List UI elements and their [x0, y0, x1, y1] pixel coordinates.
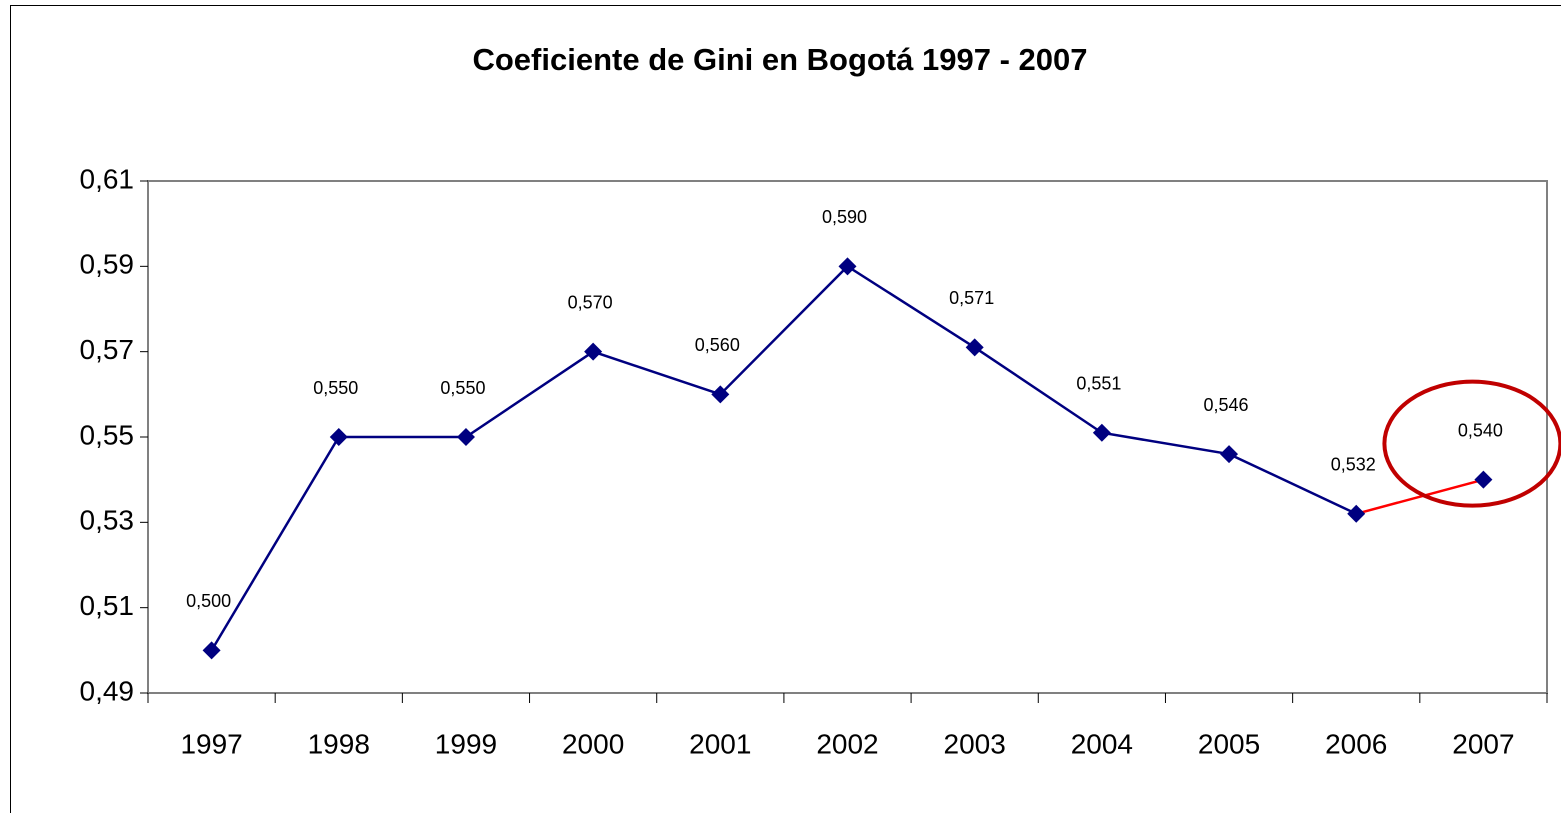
y-tick-label: 0,61: [80, 163, 135, 194]
highlight-circle: [1382, 379, 1561, 508]
y-tick-label: 0,51: [80, 590, 135, 621]
marker: [1092, 423, 1111, 442]
x-tick-label: 2002: [816, 728, 878, 759]
marker: [202, 641, 221, 660]
x-tick-label: 1997: [180, 728, 242, 759]
marker: [584, 342, 603, 361]
data-label: 0,570: [568, 292, 613, 312]
x-tick-label: 2003: [944, 728, 1006, 759]
marker: [1347, 504, 1366, 523]
y-tick-label: 0,57: [80, 334, 135, 365]
data-label: 0,550: [440, 378, 485, 398]
data-label: 0,571: [949, 288, 994, 308]
data-label: 0,551: [1076, 373, 1121, 393]
x-tick-label: 2006: [1325, 728, 1387, 759]
data-label: 0,590: [822, 207, 867, 227]
data-label: 0,560: [695, 335, 740, 355]
x-tick-label: 2001: [689, 728, 751, 759]
y-tick-label: 0,59: [80, 249, 135, 280]
x-tick-label: 2000: [562, 728, 624, 759]
chart-title: Coeficiente de Gini en Bogotá 1997 - 200…: [472, 42, 1087, 77]
marker: [1474, 470, 1493, 489]
data-label: 0,546: [1204, 395, 1249, 415]
data-label: 0,500: [186, 591, 231, 611]
y-tick-label: 0,53: [80, 505, 135, 536]
marker: [329, 428, 348, 446]
marker: [838, 257, 857, 276]
x-tick-label: 1999: [435, 728, 497, 759]
chart-frame: [10, 5, 1561, 813]
x-tick-label: 2007: [1452, 728, 1514, 759]
y-tick-label: 0,55: [80, 419, 135, 450]
y-tick-label: 0,49: [80, 675, 135, 706]
x-tick-label: 2005: [1198, 728, 1260, 759]
marker: [711, 385, 730, 404]
marker: [965, 338, 984, 357]
data-label: 0,540: [1458, 420, 1503, 440]
marker: [1220, 445, 1239, 464]
x-tick-label: 2004: [1071, 728, 1133, 759]
x-tick-label: 1998: [308, 728, 370, 759]
line: [210, 264, 1357, 651]
data-label: 0,532: [1331, 455, 1376, 475]
data-label: 0,550: [313, 378, 358, 398]
marker: [456, 428, 475, 446]
highlight-segment: [1355, 478, 1484, 516]
